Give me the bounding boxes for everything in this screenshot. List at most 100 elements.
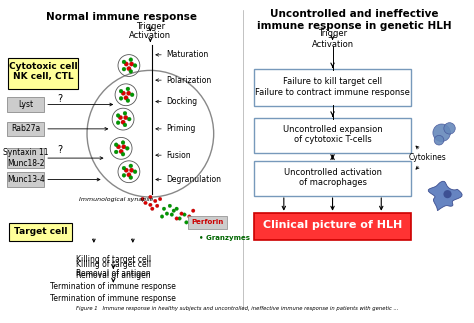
Text: Uncontrolled activation
of macrophages: Uncontrolled activation of macrophages xyxy=(283,168,382,187)
Text: Syntaxin 11
Munc18-2: Syntaxin 11 Munc18-2 xyxy=(3,148,48,168)
Circle shape xyxy=(127,91,131,95)
Circle shape xyxy=(434,135,444,145)
Text: Trigger: Trigger xyxy=(318,29,347,38)
Circle shape xyxy=(149,203,152,207)
Text: Degranulation: Degranulation xyxy=(166,175,221,184)
Circle shape xyxy=(129,58,133,62)
Text: Trigger: Trigger xyxy=(136,22,165,31)
Circle shape xyxy=(119,97,123,100)
Circle shape xyxy=(121,152,125,156)
Text: Immunological synapse: Immunological synapse xyxy=(79,197,154,202)
Circle shape xyxy=(119,149,123,153)
Circle shape xyxy=(175,207,178,211)
Text: Uncontrolled expansion
of cytotoxic T-cells: Uncontrolled expansion of cytotoxic T-ce… xyxy=(283,125,383,144)
Circle shape xyxy=(126,87,130,91)
Circle shape xyxy=(141,197,144,201)
Circle shape xyxy=(191,209,195,213)
FancyBboxPatch shape xyxy=(188,215,228,229)
Circle shape xyxy=(129,62,134,66)
Circle shape xyxy=(185,221,188,224)
Text: Termination of immune response: Termination of immune response xyxy=(50,282,176,291)
Circle shape xyxy=(188,215,191,218)
Circle shape xyxy=(119,89,123,93)
Circle shape xyxy=(116,145,120,149)
Circle shape xyxy=(122,145,126,149)
Circle shape xyxy=(124,62,128,66)
Circle shape xyxy=(165,212,169,215)
Text: Munc13-4: Munc13-4 xyxy=(7,175,45,184)
Text: Lyst: Lyst xyxy=(18,100,33,109)
Circle shape xyxy=(133,170,137,174)
Text: ?: ? xyxy=(57,94,62,104)
Text: Removal of antigen: Removal of antigen xyxy=(76,268,151,277)
Circle shape xyxy=(170,213,173,216)
Text: Uncontrolled and ineffective
immune response in genetic HLH: Uncontrolled and ineffective immune resp… xyxy=(256,9,451,31)
FancyBboxPatch shape xyxy=(254,118,411,153)
Circle shape xyxy=(122,166,126,170)
FancyBboxPatch shape xyxy=(254,69,411,107)
Circle shape xyxy=(154,199,157,203)
Circle shape xyxy=(151,207,154,211)
Text: Priming: Priming xyxy=(166,124,195,133)
Circle shape xyxy=(149,195,152,199)
Circle shape xyxy=(121,91,126,95)
Circle shape xyxy=(443,190,452,198)
Circle shape xyxy=(175,217,178,220)
Circle shape xyxy=(155,204,159,208)
Circle shape xyxy=(172,209,175,213)
Circle shape xyxy=(158,197,162,201)
Circle shape xyxy=(444,123,455,134)
Circle shape xyxy=(130,93,134,97)
Circle shape xyxy=(144,201,147,205)
Circle shape xyxy=(127,67,131,71)
Text: Polarization: Polarization xyxy=(166,76,211,85)
Circle shape xyxy=(114,150,118,154)
Circle shape xyxy=(129,69,133,73)
Text: Activation: Activation xyxy=(311,40,354,49)
Circle shape xyxy=(116,114,120,118)
Text: Killing of target cell: Killing of target cell xyxy=(76,255,151,264)
Circle shape xyxy=(133,64,137,68)
Circle shape xyxy=(182,213,186,216)
FancyBboxPatch shape xyxy=(7,172,44,187)
Text: Killing of target cell: Killing of target cell xyxy=(76,260,151,269)
Circle shape xyxy=(121,141,125,144)
Text: Target cell: Target cell xyxy=(14,227,67,236)
Circle shape xyxy=(128,117,131,121)
Circle shape xyxy=(121,120,125,124)
Circle shape xyxy=(194,222,198,225)
Text: Rab27a: Rab27a xyxy=(11,124,40,133)
Circle shape xyxy=(129,168,134,172)
Circle shape xyxy=(126,99,130,102)
FancyBboxPatch shape xyxy=(254,213,411,240)
Circle shape xyxy=(124,168,128,172)
FancyBboxPatch shape xyxy=(7,97,44,112)
Circle shape xyxy=(124,96,128,100)
Circle shape xyxy=(122,67,126,71)
Circle shape xyxy=(190,217,193,220)
Circle shape xyxy=(122,173,126,177)
Text: Failure to kill target cell
Failure to contract immune response: Failure to kill target cell Failure to c… xyxy=(255,77,410,97)
Text: Termination of immune response: Termination of immune response xyxy=(50,294,176,303)
Circle shape xyxy=(116,121,120,125)
Circle shape xyxy=(433,124,450,141)
Circle shape xyxy=(118,115,123,120)
Circle shape xyxy=(122,60,126,64)
Text: Docking: Docking xyxy=(166,97,197,106)
FancyBboxPatch shape xyxy=(254,161,411,196)
Circle shape xyxy=(124,115,128,120)
FancyBboxPatch shape xyxy=(7,121,44,136)
FancyBboxPatch shape xyxy=(7,148,44,168)
FancyBboxPatch shape xyxy=(8,58,78,89)
Text: Maturation: Maturation xyxy=(166,50,208,59)
Circle shape xyxy=(114,143,118,147)
Circle shape xyxy=(127,173,131,177)
Text: Cytotoxic cell
NK cell, CTL: Cytotoxic cell NK cell, CTL xyxy=(9,62,78,81)
Circle shape xyxy=(168,204,172,208)
Circle shape xyxy=(178,217,182,220)
Circle shape xyxy=(129,176,133,180)
Circle shape xyxy=(162,207,166,211)
Text: Activation: Activation xyxy=(129,31,172,40)
Circle shape xyxy=(160,215,164,218)
Text: ?: ? xyxy=(57,145,62,155)
